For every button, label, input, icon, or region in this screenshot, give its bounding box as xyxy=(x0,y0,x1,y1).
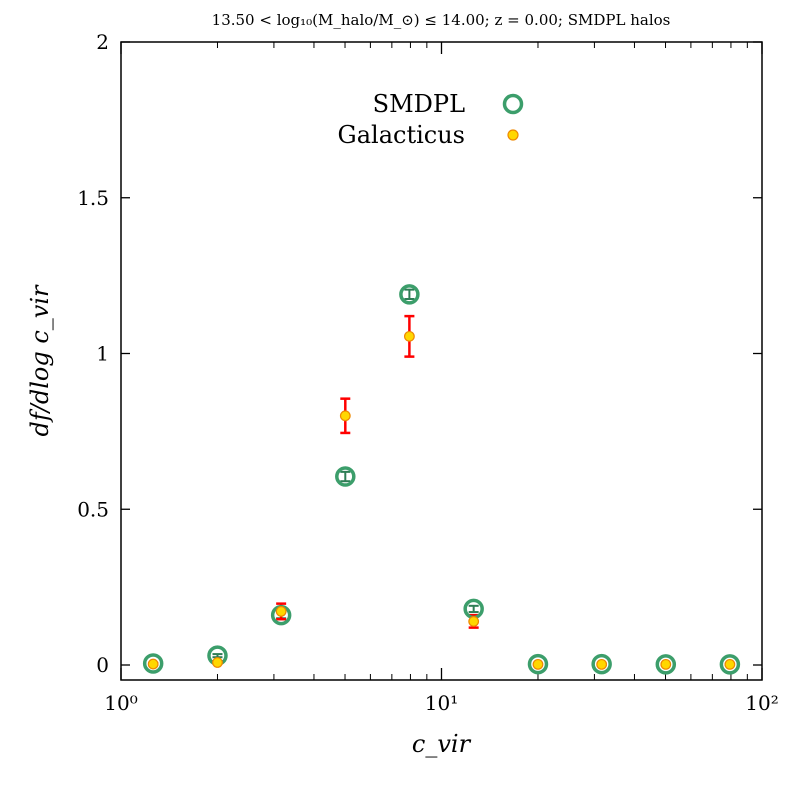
axis-ticks: 0 0.5 1 1.5 2 10⁰ 10¹ 10² xyxy=(77,30,779,715)
y-tick-label: 0.5 xyxy=(77,497,109,521)
galacticus-point xyxy=(660,658,672,670)
y-tick-label: 1 xyxy=(96,342,109,366)
smdpl-point xyxy=(591,653,612,675)
galacticus-point xyxy=(147,658,159,670)
error-bars xyxy=(148,288,735,666)
galacticus-point xyxy=(724,658,736,670)
galacticus-point xyxy=(596,658,608,670)
y-axis-label: df/dlog c_vir xyxy=(26,284,54,436)
data-markers xyxy=(142,284,741,675)
legend: SMDPL Galacticus xyxy=(338,90,524,149)
x-tick-label: 10⁰ xyxy=(104,691,137,715)
galacticus-point xyxy=(339,410,351,422)
smdpl-point xyxy=(655,654,677,675)
smdpl-point xyxy=(142,653,164,674)
smdpl-point xyxy=(527,653,549,675)
x-tick-label: 10¹ xyxy=(425,691,458,715)
galacticus-point xyxy=(403,330,415,342)
chart-title: 13.50 < log₁₀(M_halo/M_⊙) ≤ 14.00; z = 0… xyxy=(212,11,671,29)
galacticus-point xyxy=(212,657,223,668)
galacticus-point xyxy=(275,606,287,617)
y-tick-label: 1.5 xyxy=(77,186,109,210)
x-tick-label: 10² xyxy=(745,691,778,715)
galacticus-point xyxy=(468,615,480,627)
smdpl-point xyxy=(399,284,420,305)
x-axis-label: c_vir xyxy=(412,730,472,758)
galacticus-point xyxy=(532,658,544,670)
y-tick-label: 0 xyxy=(96,653,109,677)
y-tick-label: 2 xyxy=(96,30,109,54)
legend-label-galacticus: Galacticus xyxy=(338,121,465,149)
smdpl-point xyxy=(719,654,741,675)
legend-marker-galacticus xyxy=(507,129,519,141)
legend-marker-smdpl xyxy=(502,93,524,115)
smdpl-point xyxy=(335,466,356,487)
legend-label-smdpl: SMDPL xyxy=(373,90,465,118)
